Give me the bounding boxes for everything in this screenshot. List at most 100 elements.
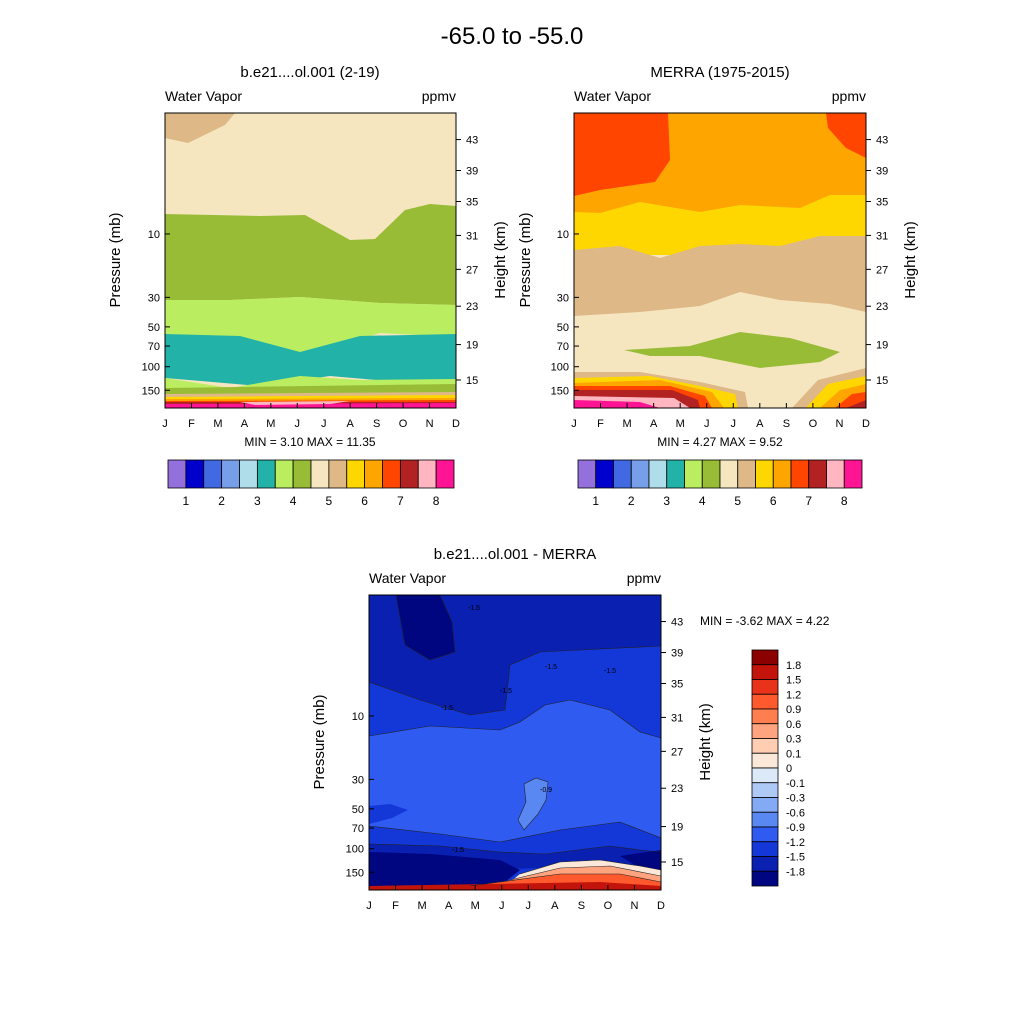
merra-band-red-right [826, 113, 866, 158]
month-tick-label: A [445, 900, 453, 912]
colorbar-swatch [364, 459, 383, 489]
diff-band-light [518, 778, 548, 830]
colorbar-swatch [751, 738, 779, 754]
colorbar-label: 3 [254, 494, 261, 508]
contour-label: -1.5 [500, 688, 512, 695]
colorbar-swatch [221, 459, 240, 489]
month-tick-label: M [266, 418, 275, 430]
pressure-tick-label: 150 [551, 385, 569, 397]
height-tick-label: 19 [876, 340, 888, 352]
month-tick-label: O [604, 900, 613, 912]
pressure-tick-label: 100 [551, 362, 569, 374]
panel-model: b.e21....ol.001 (2-19) Water Vapor ppmv … [107, 64, 509, 508]
colorbar-swatch [843, 459, 863, 489]
merra-band-green [624, 332, 840, 368]
panel-merra-variable: Water Vapor [574, 88, 651, 104]
contour-label: -1.5 [452, 847, 464, 854]
panel-merra-ylabel-left: Pressure (mb) [517, 212, 534, 307]
colorbar-swatch [185, 459, 205, 489]
merra-band-red-left [574, 113, 670, 196]
panel-diff-ylabel-right: Height (km) [697, 703, 714, 781]
colorbar-swatch [328, 459, 348, 489]
colorbar-label: 0.3 [786, 734, 801, 746]
contour-label: -1.5 [545, 664, 557, 671]
figure-title: -65.0 to -55.0 [441, 23, 584, 50]
colorbar-swatch [256, 459, 276, 489]
colorbar-swatch [346, 459, 366, 489]
month-tick-label: S [373, 418, 380, 430]
colorbar-swatch [577, 459, 597, 489]
contour-label: -1.5 [441, 705, 453, 712]
colorbar-swatch [595, 459, 614, 489]
colorbar-swatch [701, 459, 721, 489]
pressure-tick-label: 50 [557, 322, 569, 334]
month-tick-label: S [783, 418, 790, 430]
colorbar-label: 4 [699, 494, 706, 508]
pressure-tick-label: 150 [346, 867, 364, 879]
month-tick-label: J [321, 418, 327, 430]
month-tick-label: J [704, 418, 710, 430]
colorbar-label: 2 [218, 494, 225, 508]
colorbar-label: 2 [628, 494, 635, 508]
height-tick-label: 35 [876, 197, 888, 209]
colorbar-swatch [751, 870, 779, 887]
pressure-tick-label: 150 [142, 385, 160, 397]
colorbar-label: 8 [433, 494, 440, 508]
colorbar-swatch [751, 797, 779, 813]
panel-merra-units: ppmv [832, 88, 866, 104]
month-tick-label: J [366, 900, 372, 912]
month-tick-label: J [295, 418, 301, 430]
colorbar-label: 7 [397, 494, 404, 508]
colorbar-swatch [808, 459, 827, 489]
panel-merra-ylabel-right: Height (km) [902, 221, 919, 299]
colorbar-swatch [737, 459, 756, 489]
height-tick-label: 27 [876, 264, 888, 276]
colorbar-label: 3 [663, 494, 670, 508]
panel-merra-title: MERRA (1975-2015) [650, 64, 789, 81]
pressure-tick-label: 50 [148, 322, 160, 334]
colorbar-swatch [274, 459, 294, 489]
colorbar-label: 1 [592, 494, 599, 508]
month-tick-label: M [418, 900, 427, 912]
colorbar-label: 0.9 [786, 704, 801, 716]
diff-band-mid [369, 700, 661, 842]
month-tick-label: O [809, 418, 818, 430]
model-band-top [165, 113, 235, 143]
height-tick-label: 35 [671, 679, 683, 691]
panel-model-ylabel-right: Height (km) [492, 221, 509, 299]
colorbar-swatch [751, 693, 779, 710]
colorbar-label: -0.6 [786, 807, 805, 819]
height-tick-label: 31 [671, 712, 683, 724]
colorbar-label: 1 [183, 494, 190, 508]
month-tick-label: F [188, 418, 195, 430]
panel-model-units: ppmv [422, 88, 456, 104]
colorbar-swatch [310, 459, 330, 489]
month-tick-label: M [623, 418, 632, 430]
colorbar-label: 8 [841, 494, 848, 508]
colorbar-label: -1.8 [786, 866, 805, 878]
month-tick-label: J [499, 900, 505, 912]
colorbar-label: -0.9 [786, 822, 805, 834]
colorbar-swatch [751, 811, 779, 828]
month-tick-label: D [862, 418, 870, 430]
panel-diff-units: ppmv [627, 570, 661, 586]
height-tick-label: 43 [671, 617, 683, 629]
colorbar-swatch [292, 459, 312, 489]
diff-band-dark-mid [369, 804, 408, 824]
month-tick-label: D [657, 900, 665, 912]
month-tick-label: O [399, 418, 408, 430]
panel-diff-colorbar: 1.8 1.5 1.2 0.9 0.6 0.3 0.1 0 -0.1 -0.3 -0.6 -0.9 -1… [751, 649, 805, 887]
height-tick-label: 35 [466, 197, 478, 209]
colorbar-swatch [435, 459, 455, 489]
colorbar-swatch [719, 459, 739, 489]
pressure-tick-label: 100 [142, 362, 160, 374]
contour-label: -0.9 [540, 787, 552, 794]
pressure-tick-label: 100 [346, 844, 364, 856]
colorbar-swatch [751, 723, 779, 739]
colorbar-swatch [755, 459, 774, 489]
panel-merra-field [574, 113, 866, 408]
colorbar-label: 0 [786, 763, 792, 775]
month-tick-label: A [551, 900, 559, 912]
colorbar-label: 4 [290, 494, 297, 508]
